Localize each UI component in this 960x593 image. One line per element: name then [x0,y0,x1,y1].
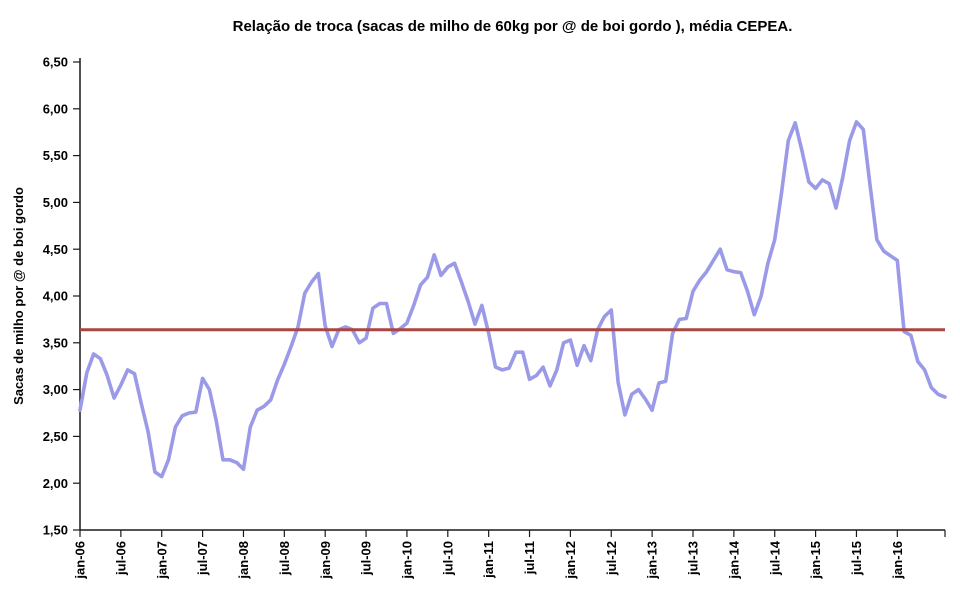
x-tick-label: jul-08 [277,541,292,576]
y-tick-label: 2,00 [43,476,68,491]
x-tick-label: jan-10 [399,541,414,580]
y-tick-label: 3,50 [43,335,68,350]
x-tick-label: jan-13 [645,541,660,580]
y-tick-label: 6,00 [43,101,68,116]
y-tick-label: 5,50 [43,148,68,163]
x-tick-label: jan-06 [73,541,88,580]
data-series-line [78,120,947,479]
x-tick-label: jan-16 [890,541,905,580]
x-tick-label: jan-15 [808,541,823,580]
x-tick-label: jul-13 [686,541,701,576]
x-tick-label: jul-12 [604,541,619,576]
x-tick-label: jan-12 [563,541,578,580]
y-tick-label: 1,50 [43,523,68,538]
x-tick-label: jul-14 [767,540,782,576]
x-tick-label: jul-07 [195,541,210,576]
y-axis-title: Sacas de milho por @ de boi gordo [11,187,26,405]
y-tick-label: 2,50 [43,429,68,444]
x-tick-label: jan-09 [318,541,333,580]
chart-title: Relação de troca (sacas de milho de 60kg… [232,18,793,35]
y-tick-label: 4,00 [43,289,68,304]
x-tick-label: jan-07 [154,541,169,580]
y-tick-label: 5,00 [43,195,68,210]
y-tick-label: 3,00 [43,382,68,397]
x-tick-label: jul-09 [359,541,374,576]
x-tick-label: jul-10 [440,541,455,576]
x-tick-label: jul-15 [849,541,864,576]
x-tick-label: jul-06 [113,541,128,576]
y-tick-label: 4,50 [43,242,68,257]
y-tick-label: 6,50 [43,55,68,70]
x-tick-label: jan-14 [726,540,741,579]
x-tick-label: jul-11 [522,541,537,575]
x-tick-label: jan-11 [481,541,496,579]
x-tick-label: jan-08 [236,541,251,580]
